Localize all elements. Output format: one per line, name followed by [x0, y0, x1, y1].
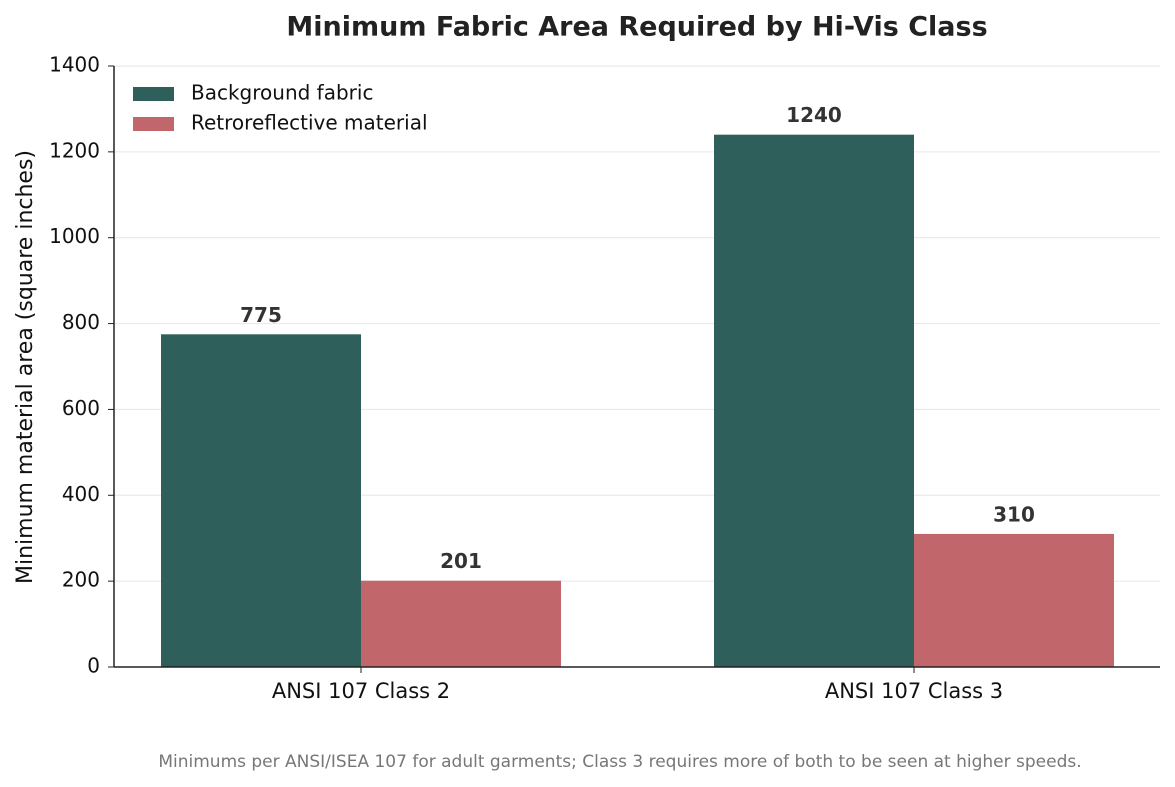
y-tick-label: 800 — [62, 310, 100, 334]
value-label: 775 — [240, 303, 282, 327]
chart-title: Minimum Fabric Area Required by Hi-Vis C… — [286, 12, 987, 43]
bar — [914, 533, 1114, 667]
legend-swatch — [133, 117, 174, 131]
bar — [161, 334, 361, 667]
bar — [361, 580, 561, 667]
footnote: Minimums per ANSI/ISEA 107 for adult gar… — [158, 752, 1081, 772]
legend-label: Background fabric — [191, 81, 373, 105]
value-label: 310 — [993, 502, 1035, 526]
y-axis-label: Minimum material area (square inches) — [13, 150, 38, 584]
bar — [714, 134, 914, 667]
y-tick-label: 400 — [62, 482, 100, 506]
y-tick-label: 1200 — [49, 138, 100, 162]
legend-label: Retroreflective material — [191, 111, 428, 135]
y-tick-label: 600 — [62, 396, 100, 420]
y-tick-label: 0 — [87, 654, 100, 678]
x-tick-label: ANSI 107 Class 2 — [272, 679, 450, 703]
value-label: 1240 — [786, 103, 842, 127]
y-tick-label: 1400 — [49, 53, 100, 77]
legend-swatch — [133, 87, 174, 101]
x-tick-label: ANSI 107 Class 3 — [825, 679, 1003, 703]
y-tick-label: 1000 — [49, 224, 100, 248]
y-tick-label: 200 — [62, 568, 100, 592]
value-label: 201 — [440, 549, 482, 573]
